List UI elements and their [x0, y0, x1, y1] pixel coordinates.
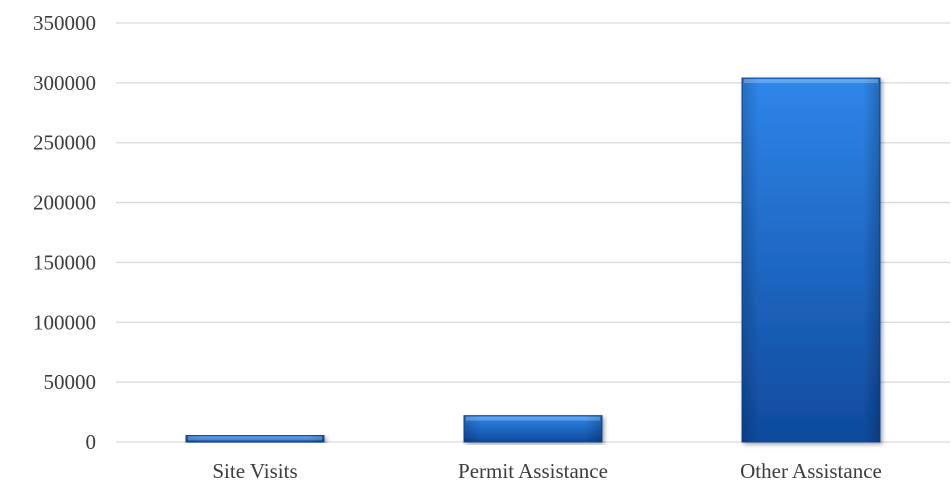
x-category-label: Site Visits — [212, 459, 297, 483]
gridlines — [116, 22, 950, 443]
y-tick-label: 0 — [86, 430, 97, 454]
y-tick-label: 250000 — [33, 131, 96, 155]
y-tick-label: 100000 — [33, 310, 96, 334]
y-axis-tick-labels: 0 50000 100000 150000 200000 250000 300000 3500… — [33, 11, 96, 454]
bar-other-assistance — [741, 77, 881, 443]
x-category-label: Permit Assistance — [458, 459, 608, 483]
bar-top-highlight — [744, 79, 878, 84]
bars — [185, 77, 881, 443]
y-tick-label: 200000 — [33, 191, 96, 215]
x-category-label: Other Assistance — [740, 459, 882, 483]
y-tick-label: 50000 — [44, 370, 97, 394]
x-axis-category-labels: Site Visits Permit Assistance Other Assist… — [212, 459, 882, 483]
bar-top-highlight — [466, 416, 600, 421]
y-tick-label: 150000 — [33, 250, 96, 274]
bar-top-highlight — [188, 436, 322, 441]
bar-permit-assistance — [463, 415, 603, 443]
bar-bevel-shade — [742, 78, 880, 442]
y-tick-label: 300000 — [33, 71, 96, 95]
bar-site-visits — [185, 434, 325, 443]
y-tick-label: 350000 — [33, 11, 96, 35]
